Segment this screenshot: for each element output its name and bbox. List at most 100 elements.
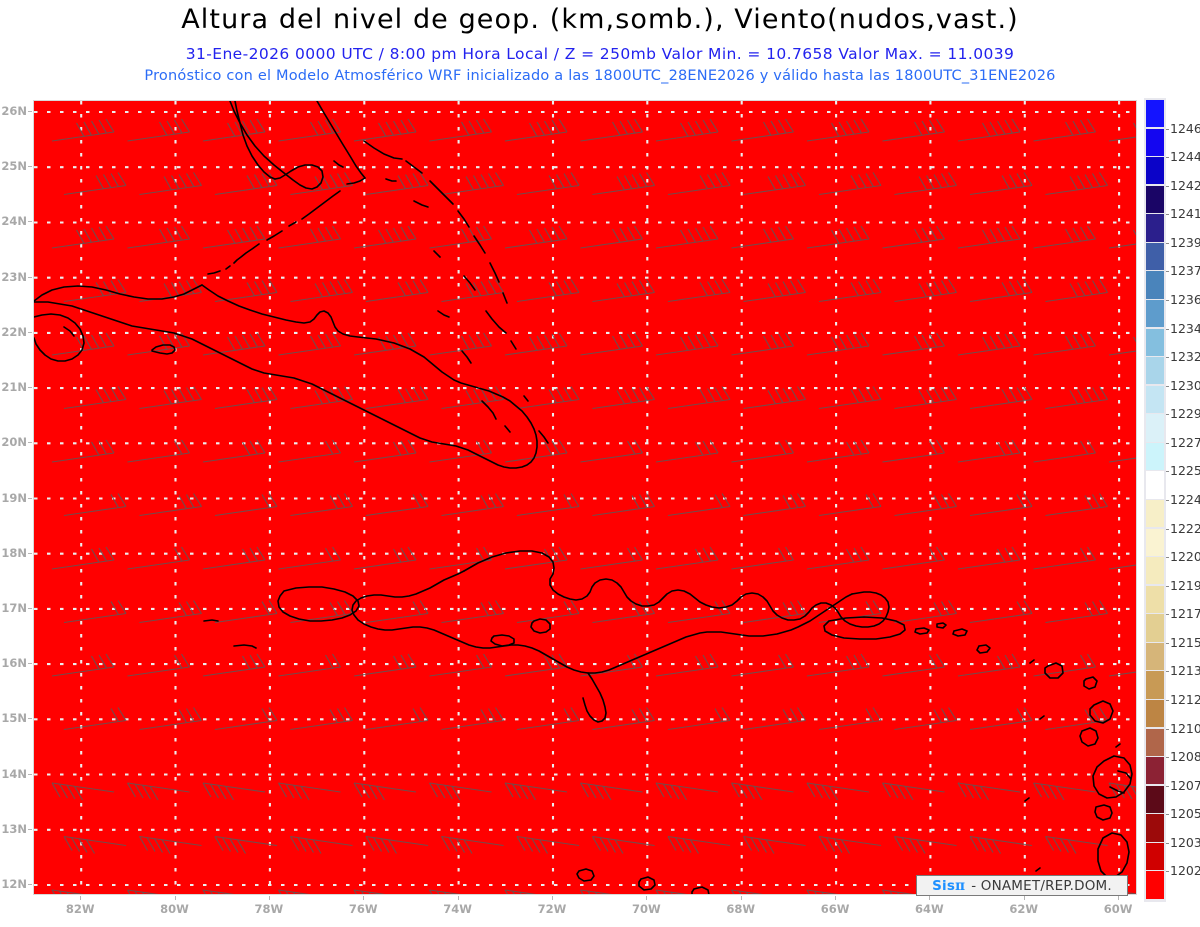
- colorbar-swatch: [1146, 385, 1164, 414]
- colorbar-tick-mark: [1166, 842, 1169, 844]
- colorbar-swatch: [1146, 271, 1164, 299]
- lat-tick-mark: [28, 387, 32, 389]
- lon-tick-mark: [835, 896, 837, 900]
- pi-symbol-icon: π: [955, 877, 966, 894]
- coastlines: [34, 101, 1133, 894]
- colorbar-tick-mark: [1166, 728, 1169, 730]
- colorbar-tick-mark: [1166, 700, 1169, 701]
- lon-tick-label: 62W: [1009, 902, 1039, 916]
- lat-tick-mark: [28, 111, 32, 113]
- lon-tick-label: 72W: [537, 902, 567, 916]
- lon-tick-label: 60W: [1103, 902, 1133, 916]
- colorbar-tick-mark: [1166, 271, 1169, 273]
- colorbar-tick-mark: [1166, 614, 1169, 616]
- lat-tick-mark: [28, 607, 32, 609]
- colorbar-tick-label: 12037: [1170, 834, 1200, 850]
- lon-tick-mark: [551, 896, 553, 900]
- colorbar-swatch: [1146, 728, 1164, 756]
- colorbar-tick-mark: [1166, 357, 1169, 359]
- colorbar-tick-label: 12139: [1170, 663, 1200, 679]
- lon-tick-mark: [174, 896, 176, 900]
- lat-tick-label: 15N: [1, 711, 27, 726]
- colorbar-swatch: [1146, 300, 1164, 328]
- lat-tick-mark: [28, 442, 32, 444]
- colorbar-tick-mark: [1166, 757, 1169, 759]
- lon-tick-mark: [646, 896, 648, 900]
- colorbar-swatch: [1146, 442, 1164, 471]
- lat-tick-mark: [28, 663, 32, 665]
- colorbar-swatch: [1146, 785, 1164, 814]
- colorbar-swatch: [1146, 157, 1164, 185]
- colorbar-tick-label: 12122: [1170, 692, 1200, 707]
- lat-tick-mark: [28, 497, 32, 499]
- lon-tick-label: 64W: [915, 902, 944, 916]
- colorbar-tick-mark: [1166, 157, 1169, 159]
- lat-tick-mark: [28, 276, 32, 278]
- colorbar-swatch: [1146, 471, 1164, 499]
- colorbar-tick-label: 12326: [1170, 349, 1200, 365]
- lat-tick-label: 17N: [1, 600, 27, 615]
- map-canvas[interactable]: [33, 100, 1137, 895]
- colorbar-tick-label: 12088: [1170, 749, 1200, 765]
- colorbar-swatch: [1146, 528, 1164, 556]
- colorbar-tick-mark: [1166, 557, 1169, 559]
- colorbar-tick-label: 12445: [1170, 149, 1200, 165]
- lon-tick-label: 78W: [254, 902, 284, 916]
- lon-tick-label: 80W: [160, 902, 189, 916]
- lon-tick-mark: [1118, 896, 1120, 900]
- lat-tick-mark: [28, 828, 32, 830]
- colorbar-tick-label: 12258: [1170, 463, 1200, 479]
- lon-tick-label: 76W: [348, 902, 378, 916]
- colorbar-swatch: [1146, 557, 1164, 585]
- lon-tick-mark: [929, 896, 931, 900]
- colorbar-tick-mark: [1166, 242, 1169, 244]
- colorbar-tick-label: 12105: [1170, 720, 1200, 736]
- colorbar-tick-mark: [1166, 414, 1169, 416]
- colorbar-swatch: [1146, 757, 1164, 785]
- lat-tick-label: 12N: [1, 876, 27, 891]
- lat-tick-label: 13N: [1, 821, 27, 836]
- lat-tick-mark: [28, 552, 32, 554]
- colorbar-tick-mark: [1166, 500, 1169, 501]
- lat-tick-mark: [28, 773, 32, 775]
- colorbar-swatch: [1146, 671, 1164, 699]
- lat-tick-mark: [28, 331, 32, 333]
- provider-watermark: Sis π - ONAMET/REP.DOM.: [916, 875, 1128, 896]
- colorbar-tick-label: 12428: [1170, 177, 1200, 193]
- colorbar-tick-label: 12343: [1170, 320, 1200, 336]
- colorbar-swatch: [1146, 357, 1164, 385]
- colorbar-swatch: [1146, 128, 1164, 156]
- subtitle-run-info: 31-Ene-2026 0000 UTC / 8:00 pm Hora Loca…: [185, 45, 1015, 63]
- colorbar-swatch: [1146, 585, 1164, 614]
- colorbar-tick-label: 12054: [1170, 806, 1200, 822]
- colorbar-tick-label: 12207: [1170, 549, 1200, 565]
- colorbar-tick-mark: [1166, 528, 1169, 530]
- lat-tick-label: 19N: [1, 490, 27, 505]
- colorbar-tick-mark: [1166, 442, 1169, 444]
- colorbar-tick-label: 12394: [1170, 234, 1200, 250]
- colorbar-tick-label: 12377: [1170, 263, 1200, 279]
- lon-tick-mark: [740, 896, 742, 900]
- colorbar-tick-mark: [1166, 328, 1169, 330]
- colorbar-tick-mark: [1166, 671, 1169, 673]
- colorbar-swatch: [1146, 328, 1164, 356]
- colorbar-tick-mark: [1166, 585, 1169, 587]
- colorbar-tick-label: 12173: [1170, 606, 1200, 622]
- lon-tick-mark: [363, 896, 365, 900]
- lat-tick-label: 26N: [1, 104, 27, 119]
- lat-tick-label: 14N: [1, 766, 27, 781]
- lon-tick-mark: [80, 896, 82, 900]
- colorbar-tick-mark: [1166, 871, 1169, 873]
- colorbar-tick-label: 12190: [1170, 577, 1200, 593]
- colorbar-swatch: [1146, 700, 1164, 728]
- colorbar-swatch: [1146, 214, 1164, 242]
- lon-tick-label: 70W: [631, 902, 661, 916]
- colorbar-tick-mark: [1166, 642, 1169, 644]
- colorbar[interactable]: [1144, 98, 1166, 902]
- colorbar-swatch: [1146, 842, 1164, 871]
- colorbar-tick-mark: [1166, 471, 1169, 473]
- lat-tick-mark: [28, 166, 32, 168]
- colorbar-tick-label: 12462: [1170, 120, 1200, 136]
